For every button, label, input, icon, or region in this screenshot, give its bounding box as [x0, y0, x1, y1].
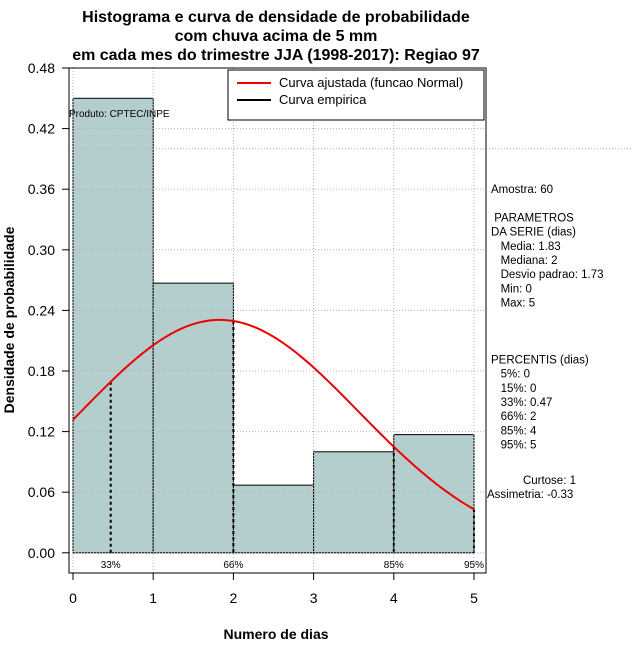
stats-line: 5%: 0: [491, 369, 530, 381]
x-axis-title: Numero de dias: [223, 626, 328, 642]
histogram-bar: [232, 484, 315, 554]
annotations: Produto: CPTEC/INPE Amostra: 60 PARAMETRO…: [69, 109, 604, 501]
normal-curve-line: [72, 318, 475, 511]
stats-line: Mediana: 2: [491, 255, 557, 267]
stats-line: Amostra: 60: [491, 184, 553, 196]
title-line-2: com chuva acima de 5 mm: [175, 28, 378, 45]
legend-box: [227, 69, 485, 121]
x-tick-label: 5: [470, 590, 478, 606]
percentile-marker-label: 85%: [384, 560, 404, 571]
stats-line: PARAMETROS: [491, 212, 574, 224]
histogram-bar: [152, 282, 234, 554]
stats-line: 15%: 0: [491, 383, 536, 395]
stats-line: DA SERIE (dias): [491, 227, 576, 239]
x-tick-label: 4: [390, 590, 398, 606]
x-tick-label: 2: [229, 590, 237, 606]
y-tick-label: 0.30: [28, 242, 55, 258]
y-tick-label: 0.06: [28, 484, 55, 500]
y-tick-label: 0.42: [28, 121, 55, 137]
y-axis-title: Densidade de probabilidade: [1, 226, 17, 413]
percentile-markers: 33% 66% 85% 95%: [101, 321, 484, 571]
kurtosis-label: Curtose: 1: [523, 475, 576, 487]
stats-line: Min: 0: [491, 283, 532, 295]
y-tick-label: 0.48: [28, 60, 55, 76]
title-line-3: em cada mes do trimestre JJA (1998-2017)…: [72, 47, 480, 64]
percentile-marker-label: 95%: [464, 560, 484, 571]
y-tick-label: 0.24: [28, 302, 55, 318]
stats-line: Media: 1.83: [491, 241, 561, 253]
legend-label: Curva empirica: [279, 92, 367, 107]
stats-line: Desvio padrao: 1.73: [491, 269, 604, 281]
y-tick-label: 0.00: [28, 545, 55, 561]
product-label: Produto: CPTEC/INPE: [69, 109, 170, 120]
stats-line: Max: 5: [491, 298, 535, 310]
skewness-label: Assimetria: -0.33: [487, 489, 573, 501]
x-tick-label: 0: [69, 590, 77, 606]
histogram-bar: [72, 97, 154, 554]
stats-line: 95%: 5: [491, 440, 536, 452]
stats-line: 33%: 0.47: [491, 397, 552, 409]
histogram-bar: [393, 434, 475, 554]
y-tick-label: 0.12: [28, 424, 55, 440]
stats-line: PERCENTIS (dias): [491, 354, 589, 366]
x-tick-label: 3: [310, 590, 318, 606]
plot-frame: [68, 67, 487, 574]
histogram-bars: [72, 97, 475, 554]
legend-label: Curva ajustada (funcao Normal): [279, 75, 463, 90]
percentile-marker-label: 33%: [101, 560, 121, 571]
x-tick-label: 1: [149, 590, 157, 606]
chart-title: Histograma e curva de densidade de proba…: [72, 9, 480, 64]
stats-line: 85%: 4: [491, 425, 537, 437]
legend: Curva ajustada (funcao Normal) Curva empi…: [227, 69, 485, 121]
percentile-marker-label: 66%: [223, 560, 243, 571]
title-line-1: Histograma e curva de densidade de proba…: [82, 9, 470, 26]
stats-line: 66%: 2: [491, 411, 536, 423]
normal-curve: [72, 318, 475, 511]
histogram-bar: [313, 451, 395, 554]
y-tick-label: 0.18: [28, 363, 55, 379]
y-tick-label: 0.36: [28, 181, 55, 197]
axes: 0 1 2 3 4 5 0.00 0.06 0.12 0.18 0.24 0.30 0.36 0.42 0.…: [1, 60, 487, 642]
